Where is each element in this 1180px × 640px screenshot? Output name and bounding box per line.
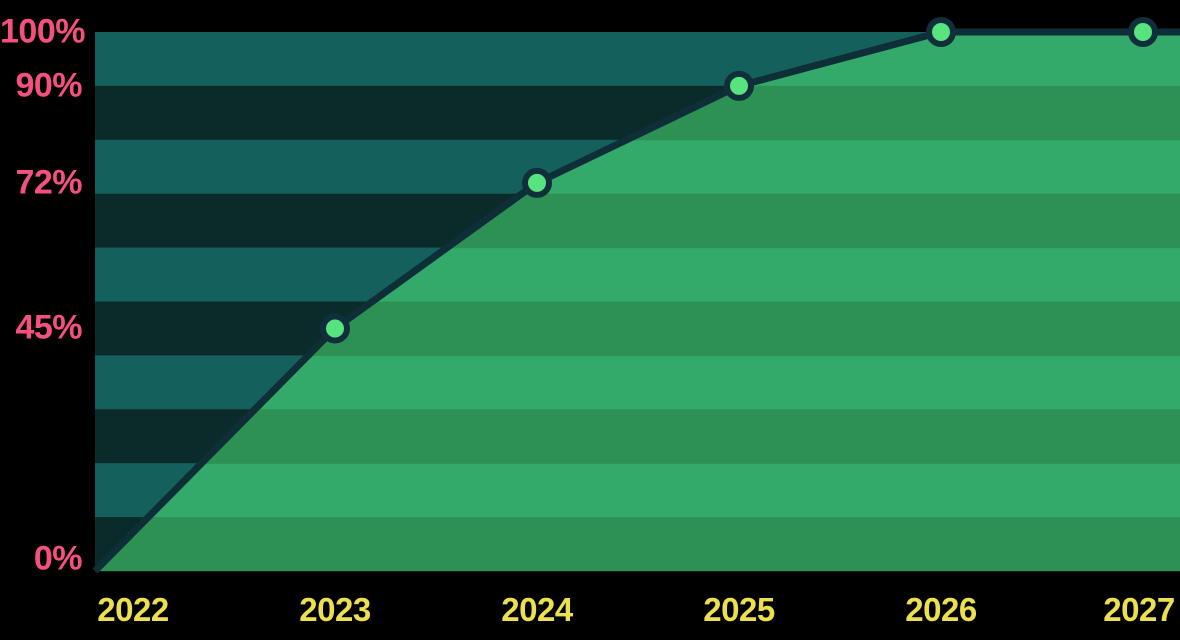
data-point-marker-2024 — [522, 167, 552, 198]
data-point-marker-2025 — [724, 70, 754, 101]
data-point-marker-2026 — [926, 17, 956, 47]
data-point-marker-2023 — [320, 313, 350, 344]
area-stripe-dark — [95, 517, 1180, 571]
data-point-marker-2027 — [1128, 17, 1158, 47]
area-stripe-dark — [95, 409, 1180, 464]
